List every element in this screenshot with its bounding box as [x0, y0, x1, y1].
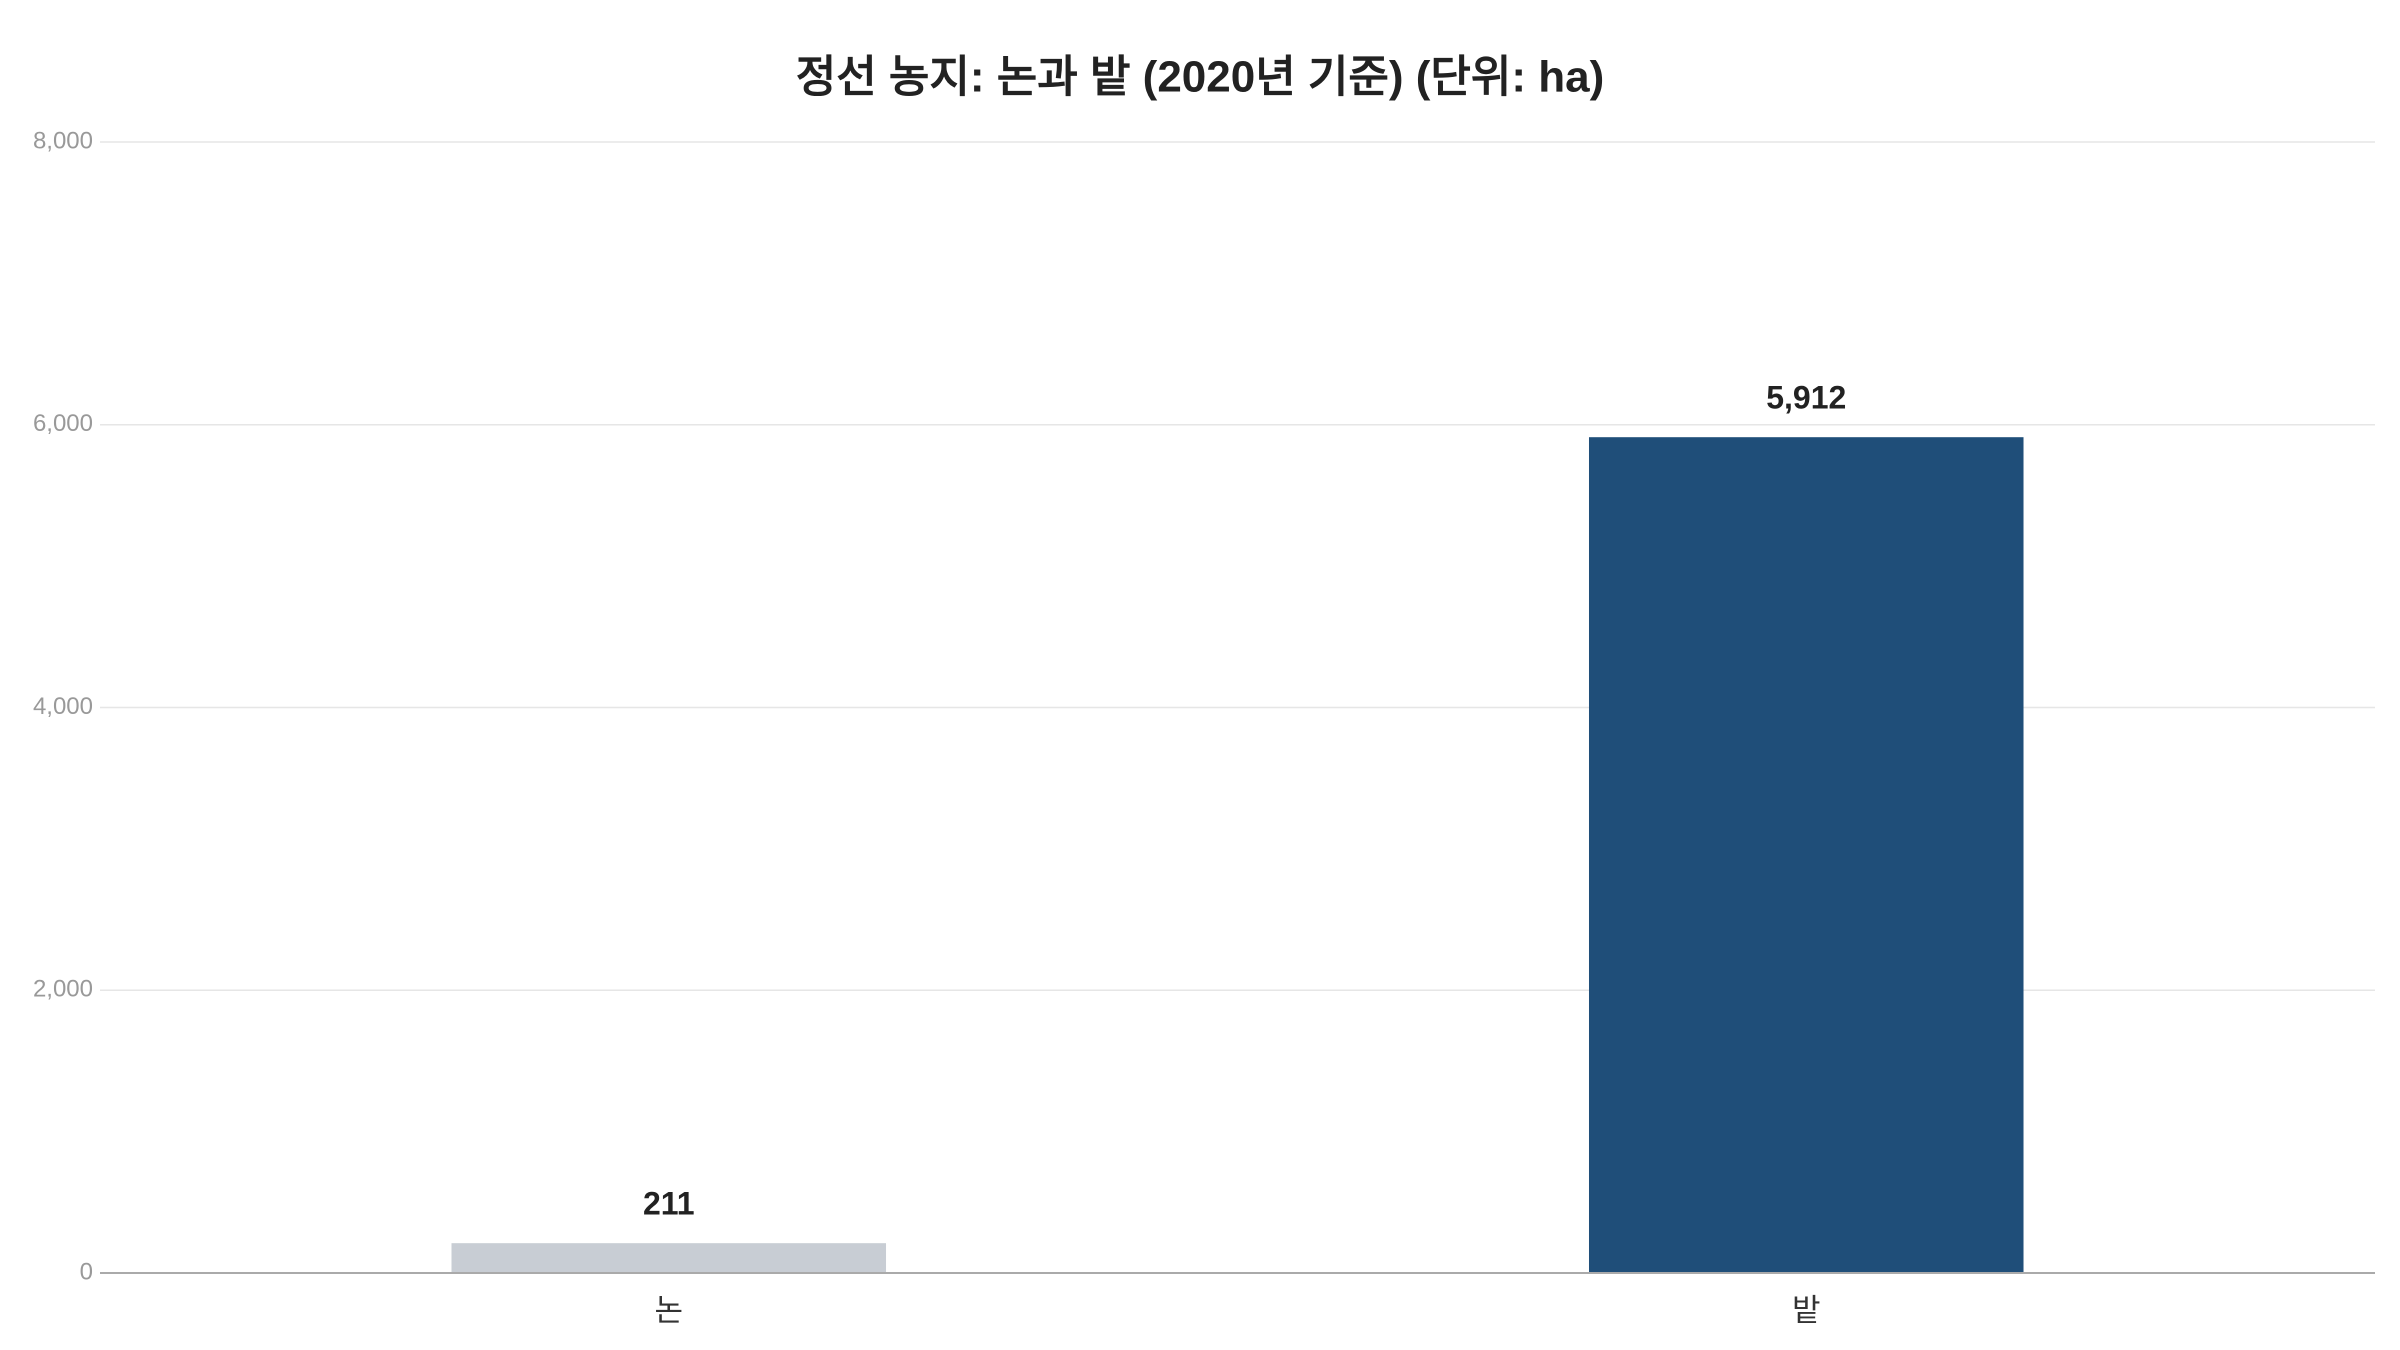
value-label: 5,912 — [1766, 380, 1846, 416]
y-tick-label: 4,000 — [33, 693, 93, 720]
x-tick-label: 논 — [654, 1293, 683, 1328]
chart-title: 정선 농지: 논과 밭 (2020년 기준) (단위: ha) — [796, 53, 1604, 102]
y-tick-label: 2,000 — [33, 976, 93, 1003]
y-tick-label: 8,000 — [33, 127, 93, 154]
bar — [451, 1243, 887, 1273]
y-tick-label: 0 — [80, 1258, 93, 1285]
y-tick-label: 6,000 — [33, 410, 93, 437]
x-tick-label: 밭 — [1792, 1293, 1821, 1328]
bar — [1588, 437, 2024, 1273]
value-label: 211 — [643, 1186, 695, 1222]
